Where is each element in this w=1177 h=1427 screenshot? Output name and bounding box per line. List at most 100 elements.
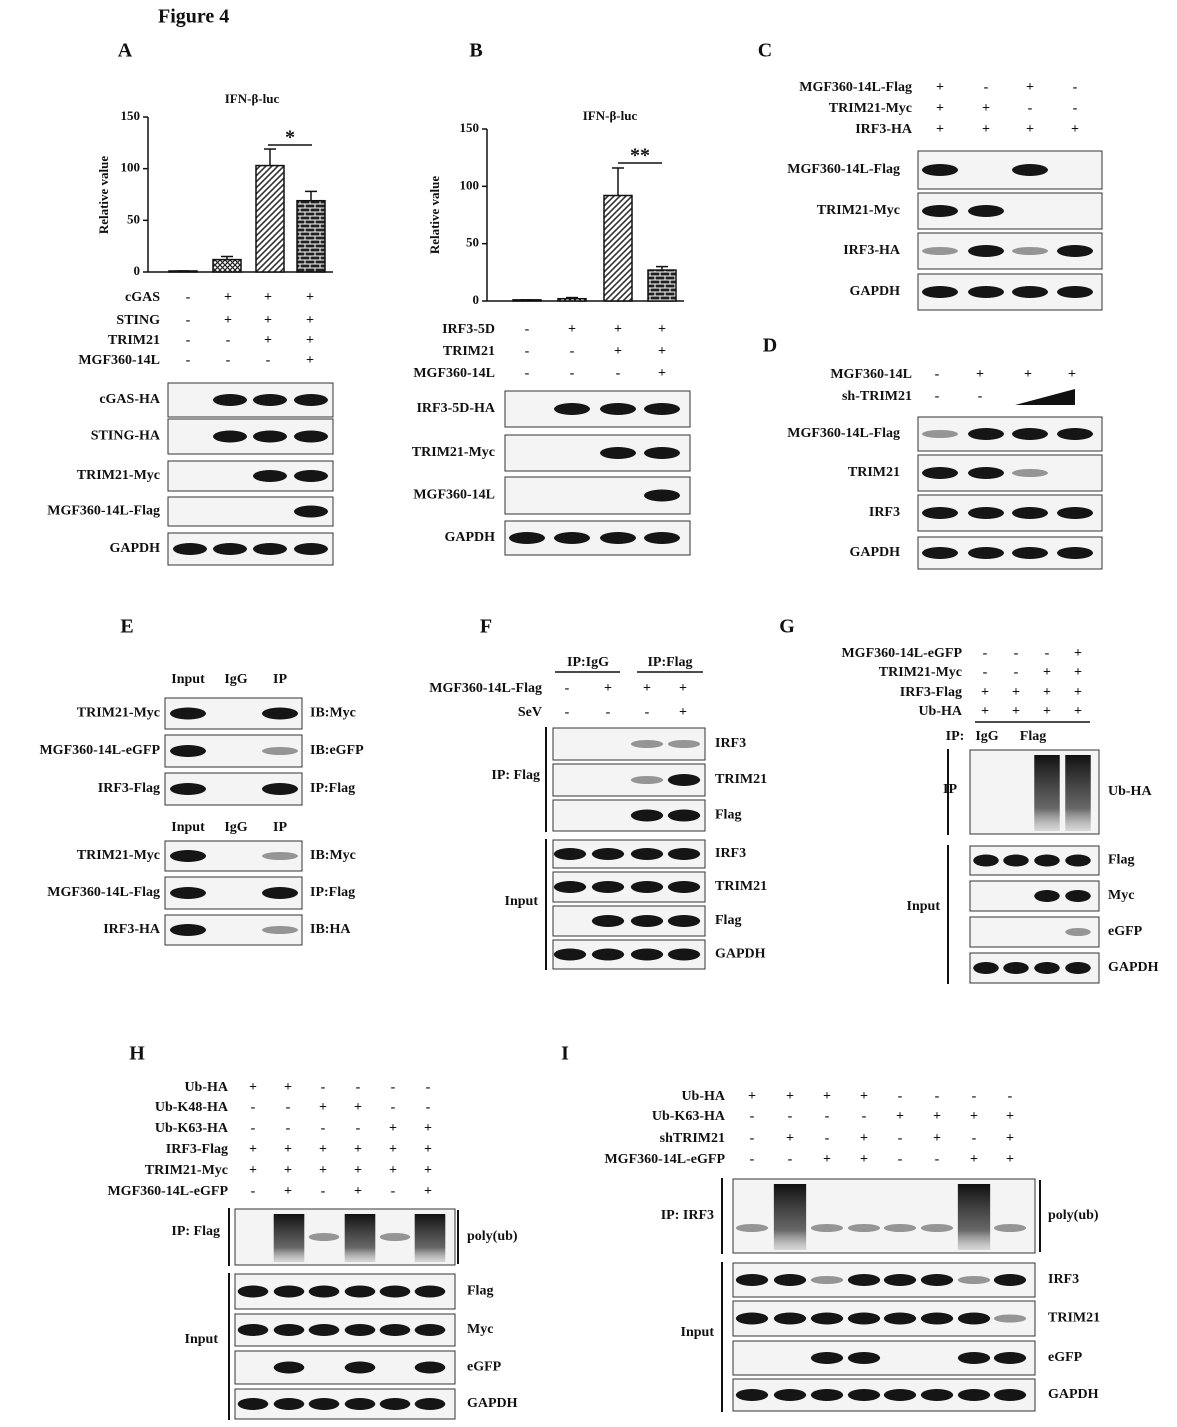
band bbox=[414, 1285, 446, 1298]
band bbox=[993, 1389, 1027, 1401]
condition-label: IRF3-5D bbox=[442, 322, 495, 337]
band bbox=[968, 547, 1004, 559]
significance: * bbox=[285, 127, 295, 149]
condition-label: TRIM21-Myc bbox=[829, 101, 912, 116]
blot-label: IRF3 bbox=[869, 505, 900, 520]
condition-sign: + bbox=[786, 1131, 794, 1146]
blot-label: Flag bbox=[715, 913, 741, 928]
band bbox=[1065, 928, 1091, 936]
condition-sign: + bbox=[1068, 367, 1076, 382]
band bbox=[1057, 507, 1093, 519]
band bbox=[968, 286, 1004, 298]
band bbox=[553, 948, 587, 961]
condition-sign: + bbox=[823, 1152, 831, 1167]
band bbox=[920, 1224, 954, 1232]
condition-sign: + bbox=[1074, 704, 1082, 719]
group-label: IP:IgG bbox=[567, 655, 609, 670]
condition-sign: + bbox=[658, 344, 666, 359]
condition-sign: + bbox=[284, 1184, 292, 1199]
band bbox=[957, 1389, 991, 1401]
band bbox=[993, 1274, 1027, 1286]
band bbox=[237, 1398, 269, 1410]
condition-sign: + bbox=[306, 353, 314, 368]
y-tick-label: 150 bbox=[121, 108, 141, 123]
condition-sign: + bbox=[1012, 685, 1020, 700]
blot-label: TRIM21 bbox=[1048, 1311, 1100, 1326]
condition-sign: + bbox=[424, 1142, 432, 1157]
bar bbox=[255, 164, 285, 273]
band bbox=[591, 848, 625, 860]
band bbox=[294, 470, 328, 482]
lane-header: IgG bbox=[224, 672, 247, 687]
band bbox=[667, 848, 701, 860]
band bbox=[810, 1352, 844, 1364]
band bbox=[1012, 507, 1048, 519]
band bbox=[1057, 547, 1093, 559]
condition-sign: - bbox=[426, 1080, 431, 1095]
band bbox=[213, 543, 247, 555]
smear bbox=[273, 1214, 305, 1262]
condition-sign: - bbox=[645, 705, 650, 720]
condition-sign: + bbox=[658, 366, 666, 381]
input-label: Input bbox=[505, 894, 539, 909]
band bbox=[553, 848, 587, 860]
condition-sign: - bbox=[391, 1080, 396, 1095]
band bbox=[273, 1285, 305, 1298]
blot-label: eGFP bbox=[1048, 1350, 1083, 1365]
blot-label: TRIM21-Myc bbox=[77, 468, 160, 483]
condition-sign: - bbox=[186, 333, 191, 348]
band bbox=[968, 428, 1004, 440]
condition-sign: + bbox=[614, 322, 622, 337]
bar bbox=[557, 297, 587, 302]
condition-sign: + bbox=[424, 1163, 432, 1178]
condition-sign: + bbox=[982, 122, 990, 137]
significance: ** bbox=[630, 145, 650, 167]
condition-sign: + bbox=[1006, 1109, 1014, 1124]
band bbox=[379, 1233, 411, 1241]
band bbox=[600, 532, 636, 544]
condition-sign: - bbox=[898, 1131, 903, 1146]
condition-sign: + bbox=[264, 290, 272, 305]
blot-label: Myc bbox=[467, 1322, 493, 1337]
band bbox=[170, 924, 206, 936]
blot-label: Ub-HA bbox=[1108, 784, 1152, 799]
condition-sign: - bbox=[525, 344, 530, 359]
bar bbox=[512, 299, 542, 302]
band bbox=[630, 915, 664, 927]
band bbox=[273, 1361, 305, 1374]
blot-label: IRF3-HA bbox=[103, 922, 161, 937]
condition-sign: - bbox=[750, 1152, 755, 1167]
band bbox=[773, 1274, 807, 1286]
condition-sign: + bbox=[936, 122, 944, 137]
condition-sign: + bbox=[1074, 665, 1082, 680]
condition-sign: - bbox=[565, 681, 570, 696]
condition-label: MGF360-14L-Flag bbox=[799, 80, 912, 95]
condition-sign: + bbox=[319, 1163, 327, 1178]
band bbox=[922, 205, 958, 217]
condition-label: shTRIM21 bbox=[660, 1131, 725, 1146]
condition-sign: + bbox=[748, 1089, 756, 1104]
smear bbox=[1034, 755, 1060, 831]
blot-label: Flag bbox=[467, 1284, 493, 1299]
band bbox=[170, 707, 206, 720]
condition-sign: - bbox=[1073, 101, 1078, 116]
condition-label: Ub-HA bbox=[681, 1089, 725, 1104]
condition-sign: - bbox=[935, 367, 940, 382]
blot-label: IRF3 bbox=[1048, 1272, 1079, 1287]
blot-label: cGAS-HA bbox=[99, 392, 161, 407]
condition-sign: + bbox=[1043, 704, 1051, 719]
condition-sign: + bbox=[1026, 80, 1034, 95]
band bbox=[1034, 962, 1060, 974]
figure-title: Figure 4 bbox=[158, 6, 229, 28]
condition-sign: - bbox=[983, 646, 988, 661]
condition-label: MGF360-14L-eGFP bbox=[841, 646, 962, 661]
condition-sign: + bbox=[389, 1163, 397, 1178]
band bbox=[735, 1389, 769, 1401]
band bbox=[1003, 962, 1029, 974]
condition-sign: - bbox=[1028, 101, 1033, 116]
condition-sign: + bbox=[1071, 122, 1079, 137]
smear bbox=[773, 1184, 807, 1250]
condition-sign: - bbox=[356, 1080, 361, 1095]
band bbox=[957, 1276, 991, 1284]
band bbox=[262, 783, 298, 795]
